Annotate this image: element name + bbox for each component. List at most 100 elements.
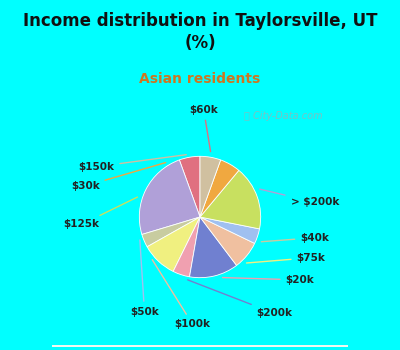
- Bar: [52, 345, 348, 348]
- Bar: [52, 347, 348, 350]
- Bar: [52, 347, 348, 349]
- Bar: [52, 346, 348, 349]
- Bar: [52, 348, 348, 350]
- Bar: [52, 346, 348, 349]
- Bar: [52, 345, 348, 348]
- Bar: [52, 346, 348, 349]
- Bar: [52, 345, 348, 348]
- Bar: [52, 346, 348, 349]
- Bar: [52, 346, 348, 349]
- Bar: [52, 345, 348, 348]
- Text: $150k: $150k: [78, 155, 186, 172]
- Bar: [52, 346, 348, 349]
- Bar: [52, 345, 348, 348]
- Bar: [52, 346, 348, 349]
- Bar: [52, 345, 348, 348]
- Bar: [52, 347, 348, 350]
- Bar: [52, 347, 348, 350]
- Bar: [52, 345, 348, 348]
- Bar: [52, 346, 348, 349]
- Bar: [52, 345, 348, 348]
- Wedge shape: [173, 217, 200, 277]
- Wedge shape: [200, 217, 255, 265]
- Bar: [52, 348, 348, 350]
- Bar: [52, 346, 348, 349]
- Text: $200k: $200k: [188, 280, 292, 318]
- Bar: [52, 347, 348, 350]
- Bar: [52, 346, 348, 349]
- Bar: [52, 345, 348, 348]
- Bar: [52, 347, 348, 350]
- Wedge shape: [200, 217, 260, 243]
- Bar: [52, 346, 348, 349]
- Bar: [52, 346, 348, 349]
- Bar: [52, 346, 348, 349]
- Bar: [52, 345, 348, 348]
- Text: $60k: $60k: [189, 105, 218, 152]
- Wedge shape: [142, 217, 200, 247]
- Bar: [52, 347, 348, 350]
- Bar: [52, 346, 348, 349]
- Bar: [52, 348, 348, 350]
- Bar: [52, 347, 348, 350]
- Bar: [52, 347, 348, 349]
- Bar: [52, 345, 348, 348]
- Bar: [52, 347, 348, 350]
- Bar: [52, 347, 348, 350]
- Bar: [52, 345, 348, 348]
- Bar: [52, 345, 348, 348]
- Bar: [52, 347, 348, 349]
- Bar: [52, 347, 348, 350]
- Text: Asian residents: Asian residents: [139, 72, 261, 86]
- Bar: [52, 346, 348, 349]
- Bar: [52, 347, 348, 350]
- Bar: [52, 346, 348, 349]
- Bar: [52, 348, 348, 350]
- Bar: [52, 346, 348, 349]
- Bar: [52, 346, 348, 349]
- Wedge shape: [200, 156, 221, 217]
- Bar: [52, 347, 348, 349]
- Bar: [52, 346, 348, 349]
- Bar: [52, 346, 348, 349]
- Wedge shape: [147, 217, 200, 272]
- Wedge shape: [200, 170, 261, 229]
- Wedge shape: [139, 160, 200, 235]
- Wedge shape: [190, 217, 236, 278]
- Text: $125k: $125k: [64, 197, 138, 229]
- Bar: [52, 345, 348, 348]
- Bar: [52, 347, 348, 350]
- Wedge shape: [200, 160, 239, 217]
- Wedge shape: [179, 156, 200, 217]
- Bar: [52, 345, 348, 348]
- Bar: [52, 346, 348, 349]
- Bar: [52, 347, 348, 350]
- Bar: [52, 345, 348, 348]
- Text: $75k: $75k: [246, 253, 326, 263]
- Bar: [52, 347, 348, 350]
- Bar: [52, 346, 348, 349]
- Text: $30k: $30k: [71, 163, 166, 191]
- Bar: [52, 345, 348, 348]
- Bar: [52, 345, 348, 348]
- Text: ⓘ City-Data.com: ⓘ City-Data.com: [244, 111, 322, 121]
- Bar: [52, 345, 348, 348]
- Bar: [52, 346, 348, 349]
- Text: $40k: $40k: [261, 233, 329, 243]
- Bar: [52, 346, 348, 348]
- Bar: [52, 345, 348, 348]
- Text: $20k: $20k: [222, 275, 314, 285]
- Bar: [52, 346, 348, 348]
- Bar: [52, 346, 348, 349]
- Bar: [52, 347, 348, 350]
- Bar: [52, 345, 348, 348]
- Bar: [52, 345, 348, 348]
- Bar: [52, 348, 348, 350]
- Bar: [52, 346, 348, 349]
- Bar: [52, 346, 348, 348]
- Bar: [52, 346, 348, 349]
- Text: $50k: $50k: [130, 240, 159, 317]
- Text: $100k: $100k: [152, 260, 210, 329]
- Bar: [52, 345, 348, 348]
- Bar: [52, 346, 348, 349]
